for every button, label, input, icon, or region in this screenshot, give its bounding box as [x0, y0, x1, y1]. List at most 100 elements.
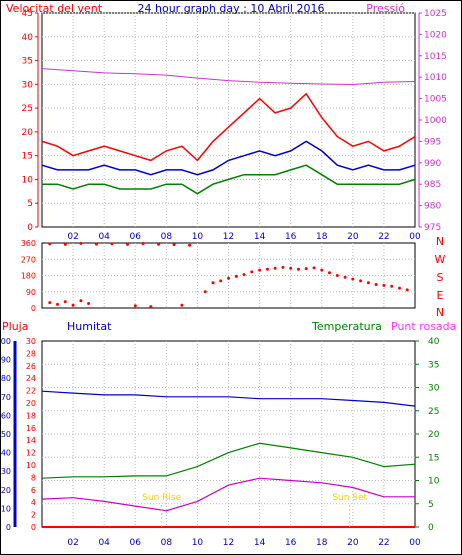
x-tick-label: 10	[192, 232, 204, 242]
direction-point	[227, 276, 230, 280]
pressure-tick-label: 990	[424, 159, 441, 169]
direction-tick-label: 0	[31, 304, 36, 313]
direction-point	[79, 241, 83, 245]
humidity-tick-label: 50	[1, 430, 11, 439]
temp-left-tick-label: 16	[26, 424, 36, 433]
wind-plot-area	[41, 12, 416, 228]
temp-left-tick-label: 20	[26, 399, 36, 408]
direction-point	[312, 266, 316, 270]
x-tick-label: 04	[98, 232, 110, 242]
direction-point	[71, 303, 75, 307]
direction-point	[180, 303, 184, 307]
temp-right-tick-label: 30	[428, 384, 440, 394]
wind-tick-label: 35	[22, 57, 33, 67]
x-tick-label: 16	[285, 232, 297, 242]
temp-right-tick-label: 0	[428, 523, 434, 533]
compass-label: N	[436, 235, 444, 248]
direction-point	[219, 279, 223, 283]
direction-point	[48, 242, 52, 246]
direction-point	[110, 242, 114, 246]
direction-point	[265, 267, 269, 271]
wind-label: Velocitat del vent	[6, 2, 103, 15]
temperature-label: Temperatura	[311, 320, 382, 333]
direction-point	[398, 286, 401, 290]
temp-right-tick-label: 20	[428, 430, 440, 440]
humidity-tick-label: 40	[1, 449, 11, 458]
direction-y-axis: 0 90 180 270 360	[21, 239, 36, 313]
min-line	[42, 164, 416, 195]
direction-point	[141, 242, 145, 245]
direction-point	[172, 243, 176, 247]
x-tick-label: 02	[67, 232, 78, 242]
temp-left-tick-label: 4	[31, 498, 36, 507]
x-tick-label: 14	[254, 538, 266, 548]
humidity-tick-label: 90	[1, 356, 11, 365]
temp-left-tick-label: 6	[31, 486, 36, 495]
x-tick-label: 06	[130, 538, 142, 548]
dewpoint-label: Punt rosada	[391, 320, 456, 333]
pressure-label: Pressió	[366, 2, 405, 15]
humidity-y-axis: 0 10 20 30 40 50 60 70 80 90 100	[0, 337, 11, 532]
direction-point	[56, 302, 59, 306]
pressure-tick-label: 1020	[424, 30, 447, 40]
temp-left-tick-label: 28	[26, 349, 36, 358]
temp-right-tick-label: 15	[428, 453, 439, 463]
x-tick-label: 18	[316, 538, 328, 548]
temp-left-tick-label: 24	[26, 374, 36, 383]
temp-left-tick-label: 2	[31, 511, 36, 520]
direction-point	[149, 305, 153, 309]
x-tick-label: 16	[285, 538, 297, 548]
wind-tick-label: 15	[22, 152, 33, 162]
direction-tick-label: 270	[21, 255, 36, 264]
humidity-tick-label: 30	[1, 467, 11, 476]
direction-point	[94, 242, 98, 246]
temp-left-tick-label: 18	[26, 411, 36, 420]
pressure-tick-label: 995	[424, 137, 441, 147]
direction-point	[343, 275, 347, 279]
humidity-label: Humitat	[67, 320, 112, 333]
x-tick-label: 06	[130, 232, 142, 242]
pressure-tick-label: 1005	[424, 95, 447, 105]
temp-left-tick-label: 26	[26, 362, 36, 371]
direction-point	[289, 266, 293, 270]
chart-title: 24 hour graph day : 10 Abril 2016	[138, 2, 325, 15]
humidity-tick-label: 70	[1, 393, 11, 402]
compass-label: E	[437, 289, 444, 302]
humidity-tick-label: 100	[0, 337, 11, 346]
avg-line	[41, 140, 416, 176]
direction-point	[126, 242, 129, 246]
direction-point	[211, 281, 215, 285]
x-tick-label: 00	[409, 538, 421, 548]
direction-point	[234, 274, 238, 278]
x-tick-label: 20	[347, 538, 359, 548]
pressure-tick-label: 980	[424, 202, 441, 212]
direction-point	[328, 271, 331, 275]
direction-point	[296, 267, 300, 271]
direction-point	[366, 281, 370, 285]
direction-point	[374, 283, 378, 286]
pressure-y-axis: 975 980 985 990 995 1000 1005 1010 1015 1020 1025	[418, 9, 447, 233]
temp-right-tick-label: 5	[428, 500, 434, 510]
direction-point	[63, 300, 67, 304]
direction-point	[188, 243, 192, 247]
temp-right-y-axis: 0 5 10 15 20 25 30 35 40	[415, 337, 440, 533]
x-tick-label: 00	[409, 232, 421, 242]
sunrise-label: Sun Rise	[142, 493, 181, 503]
direction-point	[390, 284, 394, 288]
temp-right-tick-label: 25	[428, 407, 439, 417]
direction-point	[242, 273, 246, 277]
x-tick-label: 14	[254, 232, 266, 242]
compass-label: N	[436, 306, 444, 319]
x-tick-label: 22	[378, 538, 389, 548]
temp-left-tick-label: 10	[26, 461, 36, 470]
x-tick-label: 12	[223, 232, 234, 242]
pressure-tick-label: 985	[424, 180, 441, 190]
temp-x-axis: 02 04 06 08 10 12 14 16 18 20 22 00	[67, 538, 421, 548]
direction-points	[48, 241, 409, 309]
temp-grid	[42, 341, 415, 527]
x-tick-label: 12	[223, 538, 234, 548]
x-tick-label: 04	[98, 538, 110, 548]
direction-point	[320, 268, 324, 272]
humidity-tick-label: 60	[1, 411, 11, 420]
